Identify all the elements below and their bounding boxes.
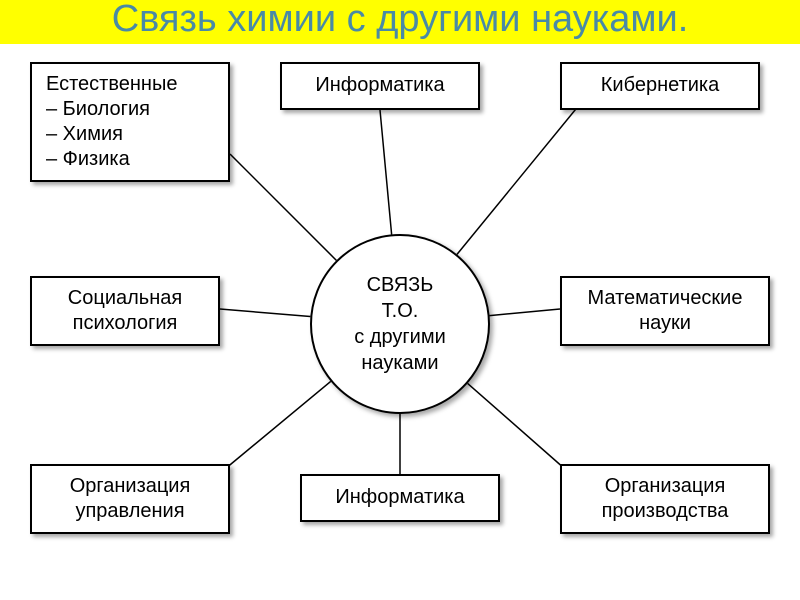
page-title: Связь химии с другими науками. [0,0,800,44]
node-natural: Естественные– Биология– Химия– Физика [30,62,230,182]
connector-line [380,110,392,234]
center-node: СВЯЗЬТ.О.с другиминауками [310,234,490,414]
connector-line [220,309,310,317]
node-line: Организация [576,474,754,499]
connector-line [490,309,560,316]
node-line: Естественные [46,72,177,97]
node-line: Информатика [296,73,464,98]
node-math: Математическиенауки [560,276,770,346]
center-node-line: Т.О. [354,298,446,324]
node-org-mgmt: Организацияуправления [30,464,230,534]
diagram-area: СВЯЗЬТ.О.с другиминауками Естественные– Б… [0,44,800,554]
connector-line [457,104,580,254]
center-node-line: СВЯЗЬ [354,272,446,298]
node-informatics-top: Информатика [280,62,480,110]
connector-line [468,383,565,469]
node-informatics-bottom: Информатика [300,474,500,522]
node-line: управления [46,499,214,524]
connector-line [225,381,331,469]
node-line: психология [46,311,204,336]
node-line: Информатика [316,485,484,510]
node-social-psych: Социальнаяпсихология [30,276,220,346]
node-line: – Химия [46,122,123,147]
node-line: – Биология [46,97,150,122]
center-node-line: науками [354,350,446,376]
node-line: производства [576,499,754,524]
node-org-prod: Организацияпроизводства [560,464,770,534]
node-line: Кибернетика [576,73,744,98]
center-node-line: с другими [354,324,446,350]
connector-line [230,154,336,260]
node-line: Математические [576,286,754,311]
node-line: Социальная [46,286,204,311]
node-line: науки [576,311,754,336]
node-line: – Физика [46,147,130,172]
node-line: Организация [46,474,214,499]
node-cybernetics: Кибернетика [560,62,760,110]
